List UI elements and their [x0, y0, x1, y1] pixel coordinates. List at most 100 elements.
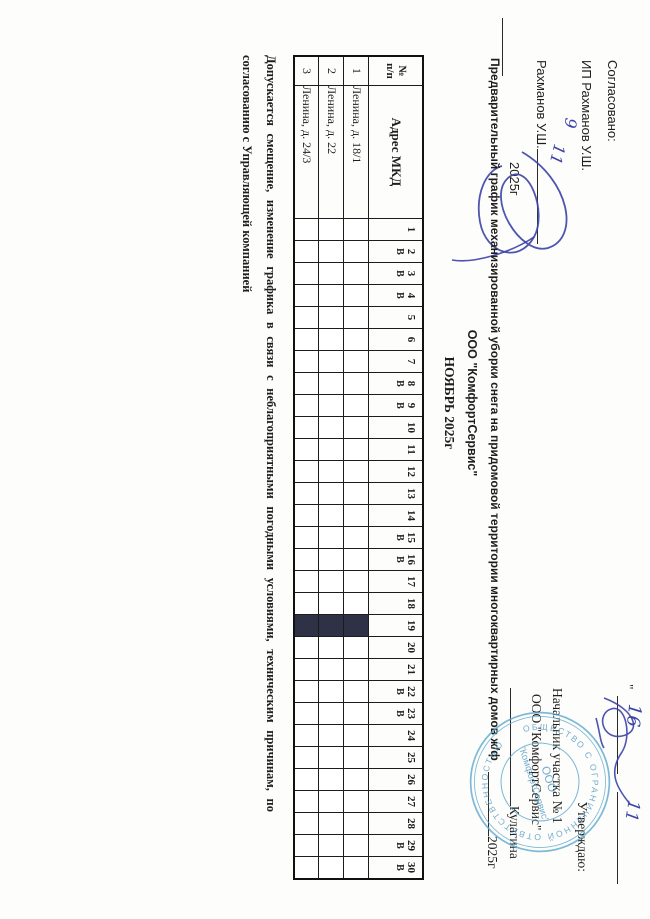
day-header-cell: 15 В	[369, 526, 423, 549]
row-address: Ленина, д. 22	[319, 85, 344, 219]
empty-cell	[319, 636, 344, 659]
empty-cell	[319, 834, 344, 857]
empty-cell	[294, 812, 319, 835]
title-line-3: НОЯБРЬ 2025г	[442, 356, 457, 450]
empty-cell	[344, 240, 369, 263]
day-header-cell: 24	[369, 724, 423, 747]
empty-cell	[319, 526, 344, 549]
empty-cell	[294, 372, 319, 395]
empty-cell	[319, 240, 344, 263]
col-header-num: № п/п	[369, 56, 423, 86]
empty-cell	[319, 658, 344, 681]
empty-cell	[344, 262, 369, 285]
header-row: № п/п Адрес МКД 1 2 В 3 В 4 В 5 6 7 8 В 9 В 10 11 12 13 14 15 В…	[369, 56, 423, 879]
empty-cell	[294, 262, 319, 285]
empty-cell	[344, 592, 369, 615]
empty-cell	[344, 372, 369, 395]
day-header-cell: 11	[369, 438, 423, 461]
day-header-cell: 16 В	[369, 548, 423, 571]
empty-cell	[344, 790, 369, 813]
empty-cell	[294, 724, 319, 747]
empty-cell	[294, 790, 319, 813]
empty-cell	[294, 702, 319, 725]
empty-cell	[344, 658, 369, 681]
empty-cell	[294, 768, 319, 791]
empty-cell	[319, 438, 344, 461]
empty-cell	[294, 218, 319, 241]
empty-cell	[319, 284, 344, 307]
empty-cell	[294, 680, 319, 703]
empty-cell	[294, 416, 319, 439]
row-number: 1	[344, 56, 369, 86]
empty-cell	[319, 768, 344, 791]
empty-cell	[294, 746, 319, 769]
empty-cell	[294, 504, 319, 527]
row-address: Ленина, д. 24/3	[294, 85, 319, 219]
day-header-cell: 19	[369, 614, 423, 637]
empty-cell	[344, 460, 369, 483]
day-header-cell: 18	[369, 592, 423, 615]
empty-cell	[319, 702, 344, 725]
day-header-cell: 7	[369, 350, 423, 373]
empty-cell	[344, 702, 369, 725]
empty-cell	[344, 636, 369, 659]
scheduled-cell	[294, 614, 319, 637]
handwritten-day-left: 9	[560, 116, 581, 130]
row-number: 3	[294, 56, 319, 86]
empty-cell	[344, 284, 369, 307]
note-line-1: Допускается смещение, изменение графика …	[264, 55, 278, 812]
short-line-left	[502, 18, 504, 76]
empty-cell	[344, 350, 369, 373]
empty-cell	[344, 504, 369, 527]
day-header-cell: 29 В	[369, 834, 423, 857]
empty-cell	[319, 504, 344, 527]
empty-cell	[344, 328, 369, 351]
empty-cell	[319, 460, 344, 483]
empty-cell	[319, 350, 344, 373]
empty-cell	[319, 724, 344, 747]
empty-cell	[294, 460, 319, 483]
signature-left	[451, 151, 568, 262]
empty-cell	[294, 834, 319, 857]
empty-cell	[344, 680, 369, 703]
empty-cell	[319, 856, 344, 879]
empty-cell	[344, 416, 369, 439]
empty-cell	[344, 834, 369, 857]
empty-cell	[319, 592, 344, 615]
empty-cell	[344, 570, 369, 593]
table-row: 2 Ленина, д. 22	[319, 56, 344, 879]
empty-cell	[319, 482, 344, 505]
day-header-cell: 1	[369, 218, 423, 241]
svg-text:ОБЩЕСТВО С ОГРАНИЧЕННОЙ ОТВЕТС: ОБЩЕСТВО С ОГРАНИЧЕННОЙ ОТВЕТСТВЕННОСТЬЮ	[464, 706, 616, 859]
empty-cell	[319, 790, 344, 813]
empty-cell	[319, 680, 344, 703]
empty-cell	[344, 306, 369, 329]
empty-cell	[294, 328, 319, 351]
day-header-cell: 14	[369, 504, 423, 527]
day-header-cell: 6	[369, 328, 423, 351]
empty-cell	[344, 812, 369, 835]
empty-cell	[319, 548, 344, 571]
day-header-cell: 23 В	[369, 702, 423, 725]
empty-cell	[294, 438, 319, 461]
empty-cell	[294, 592, 319, 615]
day-header-cell: 28	[369, 812, 423, 835]
schedule-table: № п/п Адрес МКД 1 2 В 3 В 4 В 5 6 7 8 В 9 В 10 11 12 13 14 15 В…	[293, 55, 424, 880]
empty-cell	[294, 570, 319, 593]
empty-cell	[319, 570, 344, 593]
stamp-ring-text: ОБЩЕСТВО С ОГРАНИЧЕННОЙ ОТВЕТСТВЕННОСТЬЮ	[464, 706, 616, 859]
empty-cell	[344, 724, 369, 747]
day-header-cell: 30 В	[369, 856, 423, 879]
day-header-cell: 22 В	[369, 680, 423, 703]
empty-cell	[294, 350, 319, 373]
empty-cell	[294, 658, 319, 681]
empty-cell	[294, 394, 319, 417]
empty-cell	[344, 482, 369, 505]
row-address: Ленина, д. 18/1	[344, 85, 369, 219]
